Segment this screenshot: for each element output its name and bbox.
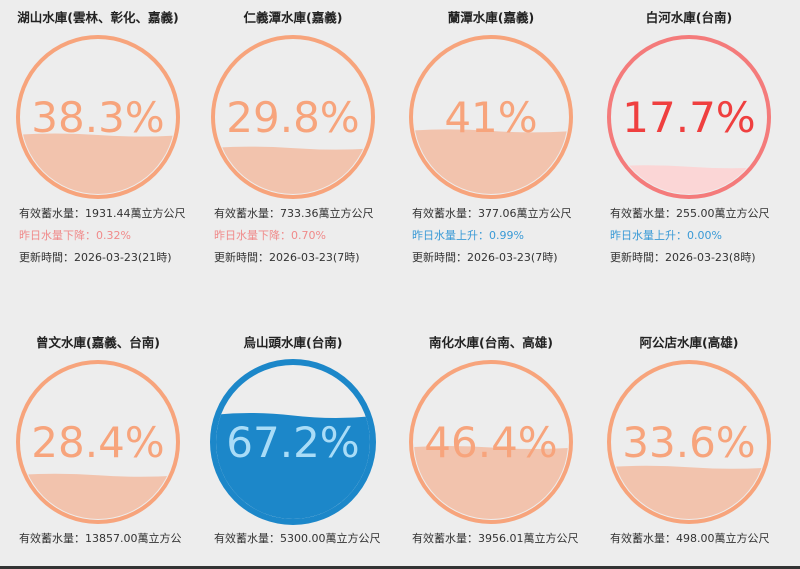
water-level-gauge: 46.4% (409, 360, 573, 524)
percent-label: 38.3% (31, 93, 164, 142)
storage-text: 有效蓄水量：498.00萬立方公尺 (610, 532, 770, 545)
reservoir-name: 白河水庫(台南) (645, 10, 733, 25)
gauge-ring (409, 360, 573, 524)
updated-time: 更新時間：2026-03-23(21時) (19, 251, 172, 264)
gauge-ring (409, 35, 573, 199)
reservoir-name: 湖山水庫(雲林、彰化、嘉義) (17, 10, 179, 25)
gauge-ring (210, 359, 376, 525)
change-text: 昨日水量下降：0.70% (214, 229, 326, 242)
reservoir-card: 曾文水庫(嘉義、台南) 28.4% 有效蓄水量：13857.00萬立方公 (0, 333, 196, 549)
storage-text: 有效蓄水量：733.36萬立方公尺 (214, 207, 374, 220)
reservoir-name: 南化水庫(台南、高雄) (429, 335, 553, 350)
reservoir-card: 南化水庫(台南、高雄) 46.4% 有效蓄水量：3956.01萬立方公尺 (393, 333, 589, 549)
percent-label: 67.2% (226, 418, 359, 467)
water-fill (216, 413, 370, 519)
reservoir-name: 仁義潭水庫(嘉義) (243, 10, 343, 25)
water-level-gauge: 41% (409, 35, 573, 199)
reservoir-card: 烏山頭水庫(台南) 67.2% 有效蓄水量：5300.00萬立方公尺 (195, 333, 391, 549)
gauge-ring (16, 360, 180, 524)
water-fill (21, 473, 175, 519)
percent-label: 29.8% (226, 93, 359, 142)
reservoir-name: 烏山頭水庫(台南) (243, 335, 343, 350)
gauge-ring (607, 360, 771, 524)
reservoir-card: 白河水庫(台南) 17.7% 有效蓄水量：255.00萬立方公尺 昨日水量上升：0.0… (591, 8, 787, 268)
updated-time: 更新時間：2026-03-23(7時) (412, 251, 558, 264)
storage-text: 有效蓄水量：13857.00萬立方公 (19, 532, 182, 545)
percent-label: 41% (444, 93, 537, 142)
gauge-ring (607, 35, 771, 199)
water-level-gauge: 17.7% (607, 35, 771, 199)
gauge-ring (16, 35, 180, 199)
water-fill (216, 146, 370, 194)
updated-time: 更新時間：2026-03-23(8時) (610, 251, 756, 264)
storage-text: 有效蓄水量：377.06萬立方公尺 (412, 207, 572, 220)
change-text: 昨日水量下降：0.32% (19, 229, 131, 242)
reservoir-card: 蘭潭水庫(嘉義) 41% 有效蓄水量：377.06萬立方公尺 昨日水量上升：0.99%… (393, 8, 589, 268)
storage-text: 有效蓄水量：255.00萬立方公尺 (610, 207, 770, 220)
gauge-ring (211, 35, 375, 199)
reservoir-name: 阿公店水庫(高雄) (639, 335, 739, 350)
updated-time: 更新時間：2026-03-23(7時) (214, 251, 360, 264)
storage-text: 有效蓄水量：3956.01萬立方公尺 (412, 532, 579, 545)
reservoir-name: 蘭潭水庫(嘉義) (447, 10, 535, 25)
reservoir-card: 仁義潭水庫(嘉義) 29.8% 有效蓄水量：733.36萬立方公尺 昨日水量下降：0.… (195, 8, 391, 268)
percent-label: 46.4% (424, 418, 557, 467)
water-level-gauge: 67.2% (210, 359, 376, 525)
water-level-gauge: 38.3% (16, 35, 180, 199)
change-text: 昨日水量上升：0.00% (610, 229, 722, 242)
bottom-bar (0, 566, 800, 569)
water-level-gauge: 29.8% (211, 35, 375, 199)
water-level-gauge: 33.6% (607, 360, 771, 524)
reservoir-card: 湖山水庫(雲林、彰化、嘉義) 38.3% 有效蓄水量：1931.44萬立方公尺 昨日水… (0, 8, 196, 268)
percent-label: 28.4% (31, 418, 164, 467)
percent-label: 33.6% (622, 418, 755, 467)
storage-text: 有效蓄水量：5300.00萬立方公尺 (214, 532, 381, 545)
change-text: 昨日水量上升：0.99% (412, 229, 524, 242)
storage-text: 有效蓄水量：1931.44萬立方公尺 (19, 207, 186, 220)
percent-label: 17.7% (622, 93, 755, 142)
water-level-gauge: 28.4% (16, 360, 180, 524)
reservoir-card: 阿公店水庫(高雄) 33.6% 有效蓄水量：498.00萬立方公尺 (591, 333, 787, 549)
reservoir-name: 曾文水庫(嘉義、台南) (36, 335, 160, 350)
